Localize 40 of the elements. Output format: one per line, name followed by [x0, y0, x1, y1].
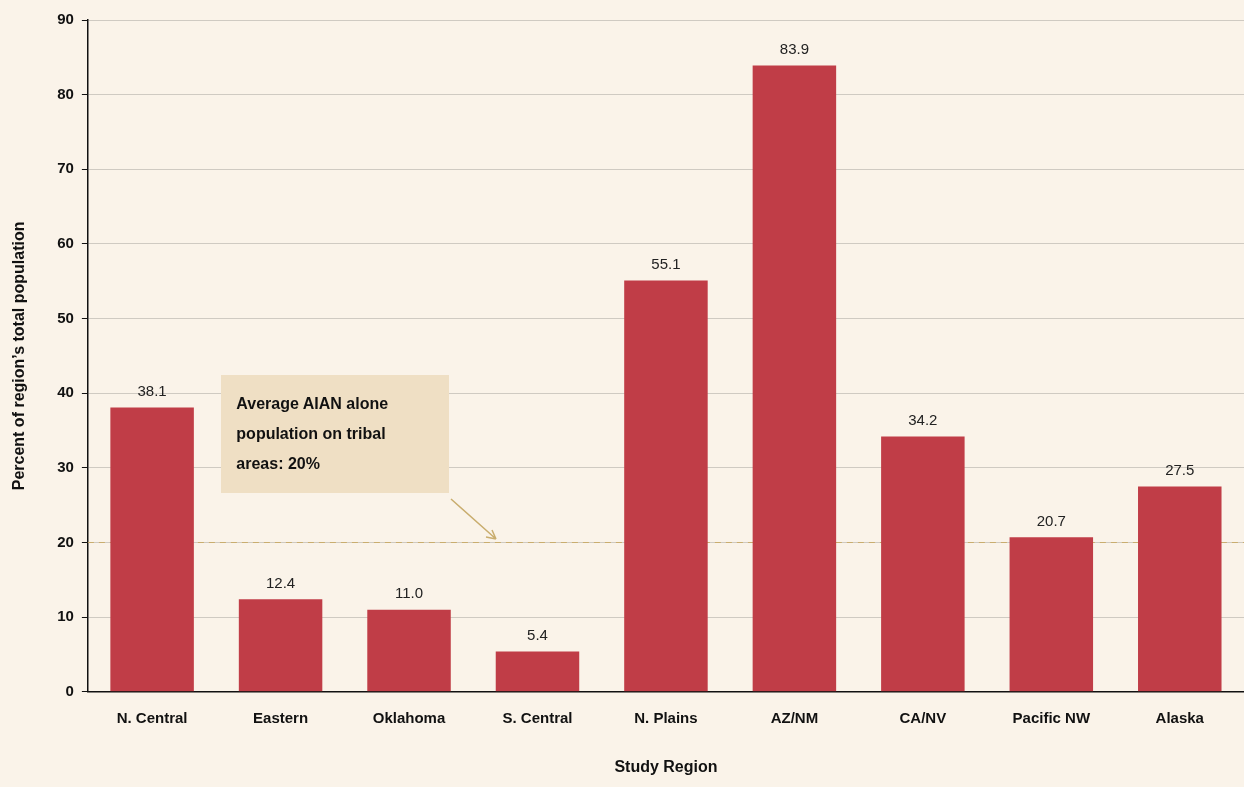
- x-tick-label: N. Plains: [634, 708, 698, 726]
- bar: [238, 599, 323, 692]
- y-tick-label: 80: [57, 84, 74, 102]
- y-tick-label: 40: [57, 383, 74, 401]
- y-tick-label: 70: [57, 159, 74, 177]
- data-label: 55.1: [651, 255, 681, 273]
- x-axis-title: Study Region: [614, 757, 718, 775]
- data-label: 11.0: [394, 584, 424, 602]
- data-label: 34.2: [908, 411, 938, 429]
- data-label: 5.4: [527, 626, 548, 644]
- data-label: 12.4: [265, 573, 296, 591]
- x-tick-label: Eastern: [253, 708, 309, 726]
- y-tick-label: 60: [57, 234, 74, 252]
- bar: [1138, 486, 1222, 692]
- y-tick-label: 0: [65, 681, 74, 699]
- data-label: 83.9: [779, 40, 809, 58]
- y-tick-label: 50: [57, 308, 74, 326]
- x-tick-label: Oklahoma: [372, 708, 446, 726]
- y-tick-label: 20: [57, 532, 74, 550]
- x-tick-label: Alaska: [1155, 708, 1205, 726]
- bar: [110, 407, 194, 692]
- y-axis-title: Percent of region’s total population: [10, 221, 28, 491]
- bar: [752, 65, 837, 692]
- x-tick-label: AZ/NM: [770, 708, 819, 726]
- bar: [1009, 537, 1094, 692]
- y-tick-label: 10: [57, 607, 74, 625]
- bar: [495, 651, 580, 692]
- y-tick-label: 30: [57, 458, 74, 476]
- x-tick-label: S. Central: [502, 708, 573, 726]
- data-label: 20.7: [1036, 511, 1066, 529]
- data-label: 27.5: [1165, 461, 1195, 479]
- bar: [624, 280, 708, 692]
- y-tick-label: 90: [57, 10, 74, 28]
- callout-box: Average AIAN alone population on tribal areas: 20%: [221, 374, 450, 493]
- bar: [367, 609, 451, 692]
- data-label: 38.1: [137, 382, 167, 400]
- x-tick-label: Pacific NW: [1012, 708, 1091, 726]
- x-tick-label: N. Central: [116, 708, 188, 726]
- x-tick-label: CA/NV: [899, 708, 947, 726]
- bar: [881, 436, 965, 692]
